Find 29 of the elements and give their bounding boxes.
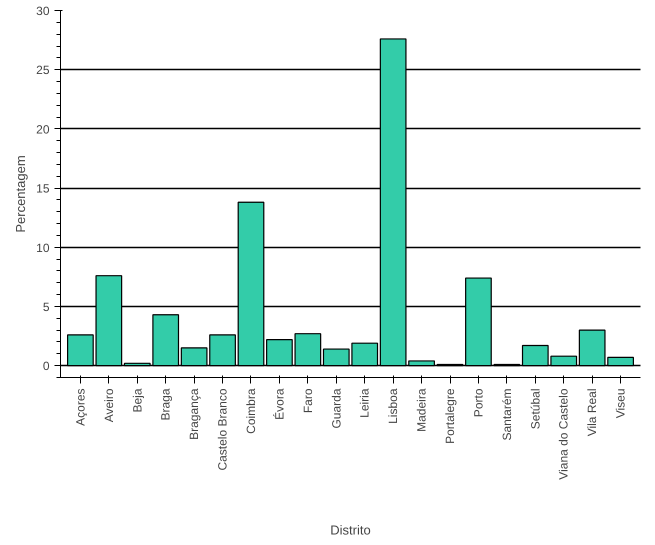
y-tick-label: 10 (36, 240, 50, 255)
y-tick-label: 0 (42, 359, 50, 374)
x-tick-label: Madeira (414, 388, 429, 432)
x-axis-title: Distrito (330, 522, 371, 538)
x-tick-label: Setúbal (528, 388, 542, 430)
x-tick-label: Castelo Branco (216, 388, 230, 471)
x-tick-label: Vila Real (585, 388, 600, 436)
x-tick-label: Bragança (187, 388, 202, 440)
x-tick-label: Beja (130, 388, 144, 413)
y-tick-label: 25 (36, 63, 50, 78)
x-tick-label: Porto (471, 388, 486, 418)
x-tick-label: Évora (272, 388, 286, 420)
y-tick-label: 5 (42, 300, 50, 314)
x-tick-label: Viseu (614, 388, 628, 418)
x-tick-label: Santarém (500, 388, 514, 441)
y-axis-title: Percentagem (13, 155, 28, 233)
y-tick-label: 30 (36, 4, 50, 18)
x-tick-label: Viana do Castelo (556, 388, 571, 480)
x-tick-label: Guarda (329, 388, 344, 429)
y-tick-label: 15 (36, 182, 50, 196)
x-tick-label: Portalegre (443, 388, 458, 444)
y-tick-label: 20 (36, 122, 50, 136)
x-tick-label: Lisboa (386, 388, 400, 424)
x-tick-label: Coimbra (244, 388, 258, 434)
x-tick-label: Açores (73, 388, 88, 426)
x-tick-label: Braga (158, 388, 173, 421)
x-tick-label: Leiria (358, 388, 372, 418)
x-tick-label: Faro (300, 388, 315, 414)
x-tick-label: Aveiro (102, 388, 116, 422)
